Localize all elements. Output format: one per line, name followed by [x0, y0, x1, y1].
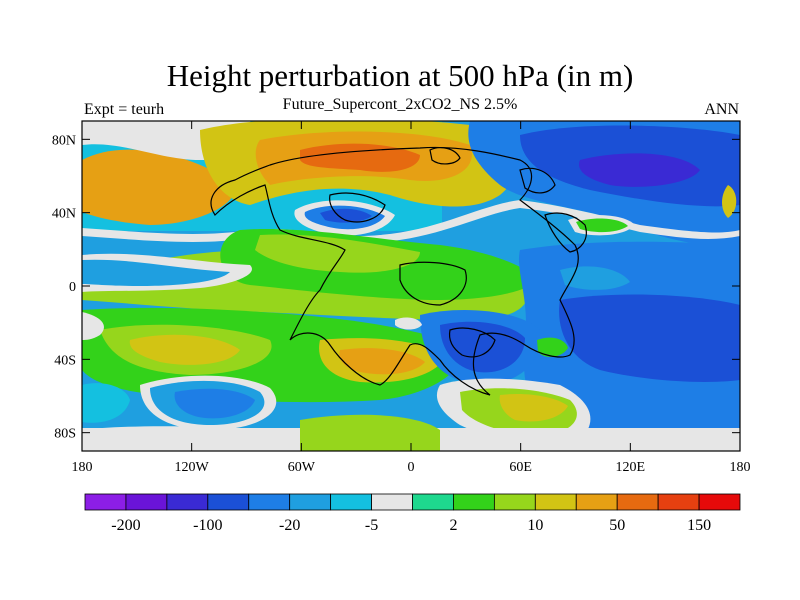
continent-outline	[210, 146, 587, 396]
y-tick-label: 40S	[54, 353, 76, 368]
y-tick-label: 0	[69, 280, 76, 295]
y-tick-label: 40N	[52, 207, 76, 222]
x-tick-label: 180	[730, 460, 751, 475]
colorbar-swatch	[371, 493, 413, 511]
x-tick-label: 60W	[288, 460, 316, 475]
colorbar-swatch	[207, 493, 250, 511]
colorbar-swatch	[493, 493, 536, 511]
colorbar-label: -200	[111, 517, 140, 534]
colorbar-label: 10	[527, 517, 543, 534]
chart-title: Height perturbation at 500 hPa (in m)	[166, 58, 634, 93]
colorbar-swatch	[616, 493, 659, 511]
y-tick-label: 80N	[52, 133, 76, 148]
colorbar-label: -20	[279, 517, 300, 534]
colorbar-swatch	[575, 493, 618, 511]
colorbar-swatch	[84, 493, 127, 511]
colorbar: -200 -100 -20 -5 2 10 50 150	[84, 493, 741, 534]
map-axes: 180 120W 60W 0 60E 120E 180 80N 40N 0 40S 80S	[52, 121, 751, 475]
colorbar-swatch	[534, 493, 577, 511]
season-label: ANN	[704, 101, 739, 118]
colorbar-label: 50	[609, 517, 625, 534]
y-tick-label: 80S	[54, 427, 76, 442]
x-tick-label: 0	[408, 460, 415, 475]
experiment-label: Expt = teurh	[84, 101, 165, 118]
colorbar-swatch	[698, 493, 741, 511]
colorbar-label: 150	[687, 517, 711, 534]
colorbar-swatch	[453, 493, 495, 511]
colorbar-swatch	[166, 493, 209, 511]
colorbar-swatch	[330, 493, 372, 511]
colorbar-label: 2	[449, 517, 457, 534]
x-tick-label: 120E	[616, 460, 646, 475]
contour-fill	[82, 121, 740, 451]
x-tick-label: 60E	[509, 460, 532, 475]
colorbar-label: -5	[365, 517, 378, 534]
x-tick-label: 120W	[175, 460, 210, 475]
colorbar-swatch	[657, 493, 700, 511]
colorbar-swatch	[412, 493, 454, 511]
x-tick-label: 180	[72, 460, 93, 475]
chart-subtitle: Future_Supercont_2xCO2_NS 2.5%	[282, 96, 518, 113]
colorbar-swatch	[125, 493, 168, 511]
colorbar-label: -100	[193, 517, 222, 534]
colorbar-swatch	[289, 493, 332, 511]
colorbar-swatch	[248, 493, 291, 511]
